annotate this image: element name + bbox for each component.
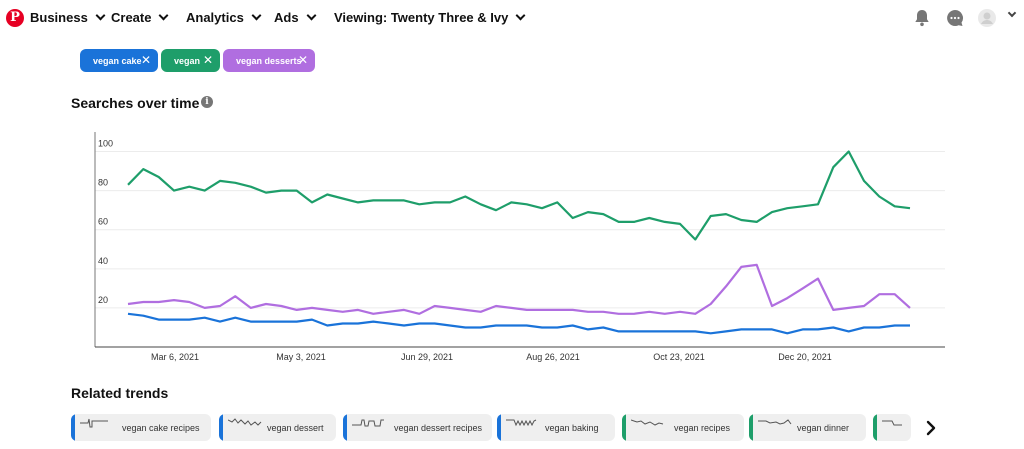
series-line-vegan-desserts [127, 263, 911, 315]
trend-label: vegan baking [545, 423, 599, 433]
y-tick-label: 60 [98, 217, 108, 227]
related-trend-card[interactable]: vegan cake recipes [71, 414, 211, 441]
trend-color-bar [343, 414, 347, 441]
pinterest-logo-icon[interactable]: P [6, 9, 24, 27]
bell-icon[interactable] [912, 8, 932, 28]
y-tick-label: 80 [98, 178, 108, 188]
related-trend-card[interactable]: vegan dinner [749, 414, 866, 441]
trend-label: vegan cake recipes [122, 423, 200, 433]
trend-color-bar [749, 414, 753, 441]
trend-sparkline-icon [506, 419, 537, 427]
related-trend-card[interactable] [873, 414, 911, 441]
trend-sparkline-icon [80, 418, 108, 428]
y-tick-label: 100 [98, 139, 113, 149]
x-tick-label: Aug 26, 2021 [526, 352, 580, 362]
related-trend-card[interactable]: vegan dessert [219, 414, 336, 441]
chevron-down-icon [306, 10, 317, 21]
nav-analytics-label: Analytics [186, 10, 244, 25]
trend-color-bar [497, 414, 501, 441]
info-icon[interactable]: i [201, 96, 213, 108]
searches-over-time-title: Searches over time [71, 95, 200, 111]
close-icon[interactable]: ✕ [140, 53, 151, 67]
nav-ads-menu[interactable]: Ads [274, 10, 317, 25]
nav-ads-label: Ads [274, 10, 299, 25]
searches-over-time-chart: 20 40 60 80 100 Mar 6, 2021 May 3, 2021 Jun 29,… [94, 132, 945, 362]
trend-color-bar [219, 414, 223, 441]
x-tick-label: Oct 23, 2021 [653, 352, 705, 362]
filter-chip-vegan-desserts[interactable]: vegan desserts ✕ [223, 49, 315, 72]
nav-viewing-label: Viewing: Twenty Three & Ivy [334, 10, 509, 25]
nav-create-label: Create [111, 10, 152, 25]
trend-color-bar [622, 414, 626, 441]
chevron-down-icon [95, 10, 106, 21]
y-tick-label: 40 [98, 256, 108, 266]
nav-analytics-menu[interactable]: Analytics [186, 10, 262, 25]
chevron-down-icon [251, 10, 262, 21]
trend-label: vegan dinner [797, 423, 850, 433]
trend-sparkline-icon [758, 419, 792, 425]
related-trend-card[interactable]: vegan baking [497, 414, 615, 441]
sparkline-path [80, 418, 108, 428]
trend-sparkline-icon [882, 420, 902, 426]
trend-label: vegan recipes [674, 423, 731, 433]
y-tick-label: 20 [98, 295, 108, 305]
nav-viewing-account-menu[interactable]: Viewing: Twenty Three & Ivy [334, 10, 526, 25]
sparkline-path [758, 419, 792, 425]
sparkline-path [228, 418, 262, 426]
related-trend-card[interactable]: vegan recipes [622, 414, 744, 441]
avatar[interactable] [977, 8, 997, 28]
trend-sparkline-icon [352, 419, 384, 427]
filter-chip-vegan[interactable]: vegan ✕ [161, 49, 220, 72]
filter-chip-vegan-cake[interactable]: vegan cake ✕ [80, 49, 158, 72]
related-trends-title: Related trends [71, 385, 169, 401]
x-tick-label: Mar 6, 2021 [151, 352, 199, 362]
messages-icon[interactable] [945, 8, 965, 28]
x-tick-label: Dec 20, 2021 [778, 352, 832, 362]
top-navigation-bar: P Business Create Analytics Ads Viewing:… [0, 0, 1024, 36]
sparkline-path [352, 419, 384, 427]
sparkline-path [506, 419, 537, 427]
chevron-right-icon[interactable] [923, 419, 939, 437]
trend-sparkline-icon [631, 419, 664, 426]
sparkline-path [631, 419, 664, 426]
filter-chip-label: vegan cake [93, 55, 142, 66]
filter-chip-label: vegan [174, 55, 201, 66]
trend-label: vegan dessert [267, 423, 324, 433]
close-icon[interactable]: ✕ [202, 53, 213, 67]
x-tick-label: May 3, 2021 [276, 352, 326, 362]
trend-color-bar [873, 414, 877, 441]
trend-sparkline-icon [228, 418, 262, 426]
sparkline-path [882, 420, 902, 426]
series-line-vegan-cake [127, 312, 910, 335]
chevron-down-icon [159, 10, 169, 21]
trend-color-bar [71, 414, 75, 441]
chevron-down-icon [515, 10, 526, 21]
close-icon[interactable]: ✕ [297, 53, 308, 67]
x-tick-label: Jun 29, 2021 [401, 352, 453, 362]
series-line-vegan [127, 150, 911, 241]
nav-create-menu[interactable]: Create [111, 10, 169, 25]
filter-chip-label: vegan desserts [236, 55, 302, 66]
nav-business-label: Business [30, 10, 88, 25]
trend-label: vegan dessert recipes [394, 423, 483, 433]
nav-business-menu[interactable]: Business [30, 10, 106, 25]
account-chevron-down-icon[interactable] [1007, 8, 1017, 18]
related-trend-card[interactable]: vegan dessert recipes [343, 414, 492, 441]
